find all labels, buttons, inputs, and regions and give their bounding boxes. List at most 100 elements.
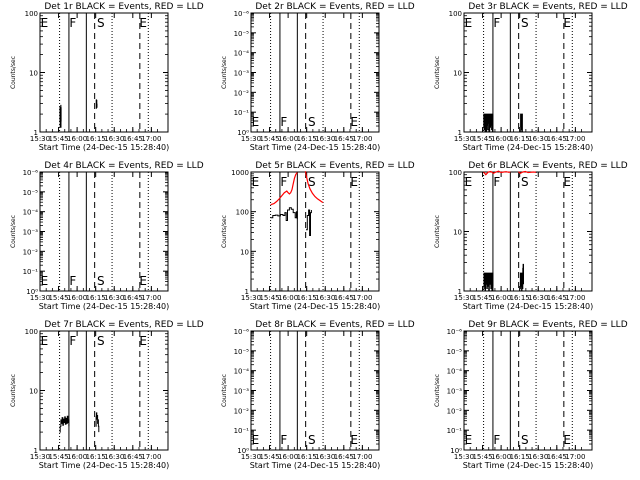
x-tick-label: 16:45 [334,294,354,302]
panel-title: Det 6r BLACK = Events, RED = LLD [468,161,627,171]
x-tick-label: 15:30 [30,453,50,461]
marker-letter: E [563,175,571,189]
y-tick-label: 10 [453,70,462,78]
y-tick-label: 10⁻³ [234,70,250,78]
panel-det-2: Det 2r BLACK = Events, RED = LLD 10⁰ 10⁻¹ 1… [221,2,415,152]
marker-letter: E [139,16,147,30]
y-tick-label: 10⁻¹ [234,427,250,435]
x-axis-label: Start Time (24-Dec-15 15:28:40) [463,143,594,152]
y-tick-label: 10 [453,229,462,237]
events-series-line [483,272,494,292]
x-tick-label: 16:45 [547,294,567,302]
y-tick-label: 10 [29,70,38,78]
x-tick-label: 16:15 [86,294,106,302]
x-tick-label: 16:45 [123,135,143,143]
x-tick-label: 16:00 [278,294,298,302]
y-tick-label: 10⁻¹ [447,427,463,435]
x-tick-label: 15:45 [48,294,68,302]
x-tick-label: 15:45 [259,294,279,302]
x-tick-label: 16:00 [491,135,511,143]
x-tick-label: 15:30 [454,294,474,302]
y-tick-label: 10⁻² [234,89,250,97]
x-axis-label: Start Time (24-Dec-15 15:28:40) [39,461,170,470]
marker-letter: S [97,334,105,348]
panel-title: Det 3r BLACK = Events, RED = LLD [468,2,627,12]
y-tick-label: 100 [236,209,249,217]
x-tick-label: 17:00 [141,453,161,461]
x-tick-label: 16:30 [528,135,548,143]
marker-letter: E [41,16,49,30]
x-tick-label: 16:15 [510,294,530,302]
y-tick-label: 10 [240,248,249,256]
y-tick-label: 100 [449,10,462,18]
x-tick-label: 16:30 [104,294,124,302]
marker-letter: E [465,175,473,189]
x-tick-label: 17:00 [141,135,161,143]
x-tick-label: 17:00 [565,135,585,143]
marker-letter: S [521,16,529,30]
x-tick-label: 17:00 [565,453,585,461]
x-tick-label: 17:00 [352,135,372,143]
marker-letter: E [465,16,473,30]
x-tick-label: 17:00 [352,453,372,461]
marker-letter: E [563,16,571,30]
y-axis-label: Counts/sec [221,215,228,248]
y-axis-label: Counts/sec [434,56,441,89]
events-series-line [59,104,62,128]
x-axis-label: Start Time (24-Dec-15 15:28:40) [250,302,381,311]
x-tick-label: 15:45 [259,453,279,461]
events-series-line [59,415,70,433]
x-axis-label: Start Time (24-Dec-15 15:28:40) [39,143,170,152]
marker-letter: F [493,175,500,189]
plot-frame [39,12,169,133]
y-tick-label: 10⁻⁴ [234,368,250,376]
x-tick-label: 16:45 [334,135,354,143]
marker-letter: F [493,16,500,30]
x-tick-label: 15:45 [259,135,279,143]
y-tick-label: 10⁻² [23,248,39,256]
panel-title: Det 1r BLACK = Events, RED = LLD [44,2,203,12]
marker-letter: F [493,433,500,447]
events-series-line-late [306,209,312,236]
y-axis-label: Counts/sec [221,56,228,89]
y-tick-label: 1 [458,129,462,137]
x-tick-label: 16:15 [297,453,317,461]
y-tick-label: 10⁻⁵ [447,348,463,356]
panel-title: Det 4r BLACK = Events, RED = LLD [44,161,203,171]
x-tick-label: 16:00 [491,294,511,302]
x-tick-label: 16:30 [315,294,335,302]
marker-letter: F [69,334,76,348]
lld-series-line [270,171,324,206]
x-tick-label: 16:00 [278,135,298,143]
marker-letter: S [308,115,316,129]
x-tick-label: 16:45 [547,135,567,143]
x-tick-label: 15:30 [454,453,474,461]
x-tick-label: 17:00 [141,294,161,302]
y-tick-label: 10⁰ [26,288,38,296]
y-tick-label: 10⁻³ [447,388,463,396]
y-axis-label: Counts/sec [10,56,17,89]
marker-letter: E [41,334,49,348]
x-tick-label: 16:45 [334,453,354,461]
x-tick-label: 16:30 [528,453,548,461]
y-tick-label: 10⁻⁶ [23,169,39,177]
x-tick-label: 16:45 [123,294,143,302]
marker-letter: E [350,433,358,447]
y-tick-label: 100 [449,169,462,177]
marker-letter: F [69,16,76,30]
x-tick-label: 15:45 [48,135,68,143]
events-series-line-late [519,263,524,292]
x-tick-label: 16:30 [104,135,124,143]
marker-letter: E [252,175,260,189]
y-tick-label: 10⁻⁶ [234,10,250,18]
panel-det-8: Det 8r BLACK = Events, RED = LLD 10⁰ 10⁻¹ 1… [221,320,415,470]
x-axis-label: Start Time (24-Dec-15 15:28:40) [39,302,170,311]
x-tick-label: 16:15 [297,294,317,302]
events-series-line [483,113,494,133]
x-tick-label: 15:30 [454,135,474,143]
panel-det-7: Det 7r BLACK = Events, RED = LLD 1 10 100 15… [10,320,204,470]
x-tick-label: 16:00 [491,453,511,461]
y-tick-label: 10⁻³ [23,229,39,237]
y-tick-label: 10⁻⁴ [23,209,39,217]
plot-frame [250,171,380,292]
